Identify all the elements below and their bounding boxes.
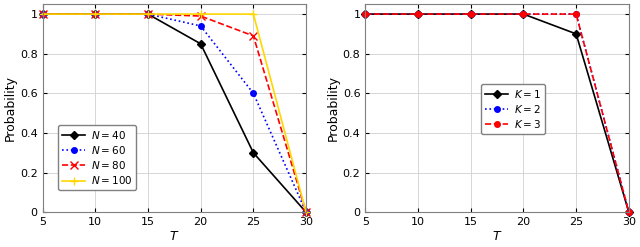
$N = 80$ bbox=[302, 211, 310, 214]
$N = 60$ bbox=[92, 13, 99, 16]
$K = 2$ bbox=[572, 13, 580, 16]
Legend: $N = 40$, $N = 60$, $N = 80$, $N = 100$: $N = 40$, $N = 60$, $N = 80$, $N = 100$ bbox=[58, 125, 136, 190]
$K = 1$ bbox=[625, 211, 633, 214]
$N = 100$ bbox=[92, 13, 99, 16]
$K = 2$ bbox=[414, 13, 422, 16]
$N = 100$ bbox=[302, 211, 310, 214]
Legend: $K = 1$, $K = 2$, $K = 3$: $K = 1$, $K = 2$, $K = 3$ bbox=[481, 83, 545, 134]
Line: $N = 60$: $N = 60$ bbox=[40, 11, 309, 215]
Line: $N = 40$: $N = 40$ bbox=[40, 11, 309, 215]
$K = 1$ bbox=[362, 13, 369, 16]
$N = 40$ bbox=[92, 13, 99, 16]
$N = 60$ bbox=[144, 13, 152, 16]
$N = 40$ bbox=[250, 151, 257, 154]
$N = 100$ bbox=[197, 13, 205, 16]
$N = 100$ bbox=[144, 13, 152, 16]
$K = 2$ bbox=[520, 13, 527, 16]
$K = 3$ bbox=[572, 13, 580, 16]
$N = 60$ bbox=[197, 24, 205, 27]
$N = 40$ bbox=[144, 13, 152, 16]
Line: $N = 80$: $N = 80$ bbox=[38, 10, 310, 216]
$N = 60$ bbox=[38, 13, 46, 16]
$N = 100$ bbox=[250, 13, 257, 16]
Line: $K = 3$: $K = 3$ bbox=[362, 11, 632, 215]
Y-axis label: Probability: Probability bbox=[327, 75, 340, 141]
$N = 80$ bbox=[38, 13, 46, 16]
$K = 1$ bbox=[414, 13, 422, 16]
$N = 80$ bbox=[197, 15, 205, 18]
$K = 2$ bbox=[362, 13, 369, 16]
$K = 3$ bbox=[520, 13, 527, 16]
$N = 40$ bbox=[302, 211, 310, 214]
Line: $K = 1$: $K = 1$ bbox=[362, 11, 632, 215]
Line: $K = 2$: $K = 2$ bbox=[362, 11, 632, 215]
$K = 3$ bbox=[625, 211, 633, 214]
$N = 40$ bbox=[38, 13, 46, 16]
$N = 60$ bbox=[302, 211, 310, 214]
$K = 1$ bbox=[520, 13, 527, 16]
$N = 60$ bbox=[250, 92, 257, 95]
Line: $N = 100$: $N = 100$ bbox=[38, 10, 310, 216]
$K = 2$ bbox=[625, 211, 633, 214]
$K = 3$ bbox=[467, 13, 475, 16]
$N = 80$ bbox=[250, 34, 257, 37]
$K = 3$ bbox=[362, 13, 369, 16]
$K = 3$ bbox=[414, 13, 422, 16]
$N = 100$ bbox=[38, 13, 46, 16]
X-axis label: $T$: $T$ bbox=[492, 230, 502, 243]
X-axis label: $T$: $T$ bbox=[169, 230, 180, 243]
Y-axis label: Probability: Probability bbox=[4, 75, 17, 141]
$K = 2$ bbox=[467, 13, 475, 16]
$K = 1$ bbox=[572, 32, 580, 35]
$N = 80$ bbox=[144, 13, 152, 16]
$N = 80$ bbox=[92, 13, 99, 16]
$K = 1$ bbox=[467, 13, 475, 16]
$N = 40$ bbox=[197, 42, 205, 45]
